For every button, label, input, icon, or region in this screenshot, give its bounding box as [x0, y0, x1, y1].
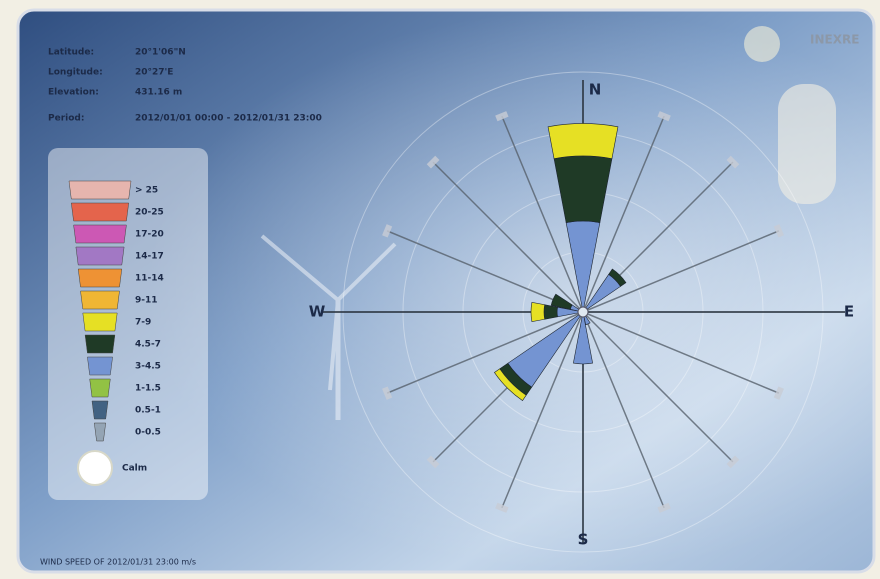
legend-label: 20-25 — [135, 208, 164, 218]
sensor-graphic — [744, 26, 836, 204]
footer-text: WIND SPEED OF 2012/01/31 23:00 m/s — [40, 558, 196, 567]
info-value: 2012/01/01 00:00 - 2012/01/31 23:00 — [135, 114, 322, 124]
spoke-end-marker — [657, 502, 671, 513]
spoke-end-marker — [726, 455, 740, 469]
spoke-end-marker — [495, 502, 509, 513]
petal-segment — [608, 268, 627, 287]
spoke — [582, 115, 665, 313]
calm-swatch — [77, 450, 113, 486]
spoke — [501, 115, 584, 313]
legend-label: 14-17 — [135, 252, 164, 262]
legend-swatch — [75, 246, 125, 266]
legend-swatch — [80, 290, 120, 310]
legend-swatch — [87, 356, 113, 376]
legend-swatch — [82, 312, 118, 332]
spoke-end-marker — [726, 155, 740, 169]
info-label: Latitude: — [48, 48, 94, 58]
center — [577, 306, 589, 318]
legend-swatch — [89, 378, 111, 398]
info-value: 431.16 m — [135, 88, 182, 98]
legend-swatch — [68, 180, 132, 200]
legend-label: 4.5-7 — [135, 340, 161, 350]
info-value: 20°27'E — [135, 68, 173, 78]
spoke — [386, 311, 584, 394]
legend-label: 7-9 — [135, 318, 151, 328]
petal-segment — [547, 123, 619, 160]
legend-swatch — [84, 334, 116, 354]
spoke — [582, 311, 665, 509]
petal-segment — [493, 368, 527, 402]
legend-label: 17-20 — [135, 230, 164, 240]
logo: INEXRE — [810, 33, 859, 47]
petal-segment — [530, 302, 546, 322]
legend-swatch — [71, 202, 129, 222]
legend-swatch — [77, 268, 123, 288]
petal-segment — [573, 311, 593, 365]
legend-label: 0.5-1 — [135, 406, 161, 416]
legend-label: 3-4.5 — [135, 362, 161, 372]
legend-label: 11-14 — [135, 274, 164, 284]
info-label: Elevation: — [48, 88, 99, 98]
spoke — [582, 311, 734, 463]
petal-segment — [550, 293, 573, 310]
legend-swatch — [73, 224, 127, 244]
info-label: Period: — [48, 114, 84, 124]
legend-label: 0-0.5 — [135, 428, 161, 438]
legend-swatch — [94, 422, 106, 442]
spoke — [501, 311, 584, 509]
direction-label: E — [844, 303, 854, 321]
calm-label: Calm — [122, 464, 147, 474]
spoke-end-marker — [773, 224, 784, 238]
petal-segment — [543, 304, 558, 320]
direction-label: N — [589, 81, 602, 99]
info-label: Longitude: — [48, 68, 103, 78]
legend-label: 1-1.5 — [135, 384, 161, 394]
legend-swatch — [91, 400, 109, 420]
spoke-end-marker — [773, 386, 784, 400]
spoke-end-marker — [426, 155, 440, 169]
spoke — [582, 230, 780, 313]
spoke — [432, 161, 584, 313]
legend-label: > 25 — [135, 186, 158, 196]
spoke-end-marker — [382, 224, 393, 238]
spoke — [582, 311, 780, 394]
spoke — [386, 230, 584, 313]
turbine-graphic — [260, 234, 397, 420]
legend-panel — [48, 148, 208, 500]
legend-label: 9-11 — [135, 296, 158, 306]
spoke-end-marker — [382, 386, 393, 400]
direction-label: S — [578, 531, 589, 549]
direction-label: W — [309, 303, 326, 321]
info-value: 20°1'06"N — [135, 48, 186, 58]
spoke-end-marker — [495, 111, 509, 122]
spoke-end-marker — [657, 111, 671, 122]
spoke-end-marker — [426, 455, 440, 469]
glow — [18, 10, 874, 572]
